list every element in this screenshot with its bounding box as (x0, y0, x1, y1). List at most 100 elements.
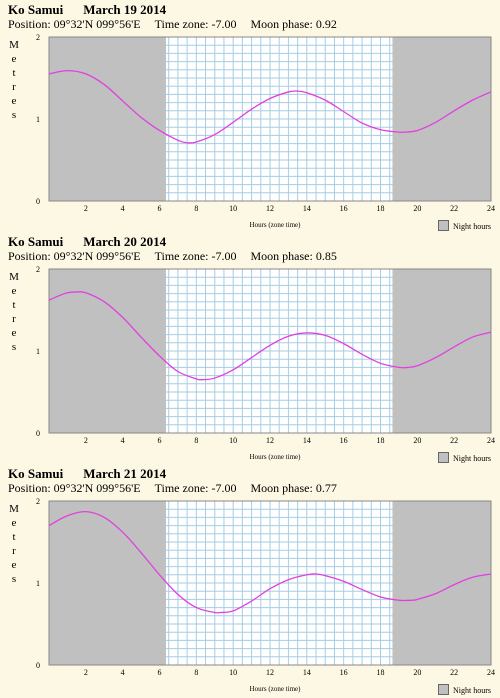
date-label: March 21 2014 (83, 466, 167, 481)
y-tick-label: 2 (36, 265, 40, 274)
x-tick-label: 10 (229, 436, 237, 445)
x-tick-label: 2 (84, 436, 88, 445)
x-tick-label: 18 (377, 436, 385, 445)
x-tick-label: 18 (377, 204, 385, 213)
legend: Night hours (438, 684, 491, 695)
x-tick-label: 12 (266, 668, 274, 677)
x-tick-label: 20 (413, 436, 421, 445)
legend-label: Night hours (453, 222, 491, 231)
x-tick-label: 18 (377, 668, 385, 677)
location-label: Ko Samui (8, 466, 64, 481)
legend: Night hours (438, 452, 491, 463)
night-hours-swatch (438, 452, 449, 463)
y-axis-label-letter: s (11, 341, 17, 353)
x-tick-label: 8 (194, 204, 198, 213)
y-tick-label: 1 (36, 115, 40, 124)
plot-border (48, 268, 492, 434)
x-tick-label: 8 (194, 668, 198, 677)
y-axis-label-letter: e (11, 327, 17, 339)
x-tick-label: 8 (194, 436, 198, 445)
moonphase-label: Moon phase: 0.92 (250, 17, 337, 31)
y-axis-label-letter: r (12, 81, 16, 93)
moonphase-label: Moon phase: 0.85 (250, 249, 337, 263)
panel-subheader: Position: 09°32'N 099°56'E Time zone: -7.… (8, 249, 337, 264)
tide-curve (48, 69, 492, 144)
y-axis-label-letter: s (11, 109, 17, 121)
panel-header: Ko Samui March 21 2014 (8, 466, 166, 482)
position-label: Position: 09°32'N 099°56'E (8, 249, 141, 263)
x-tick-label: 6 (158, 436, 162, 445)
tide-panel-2: Ko Samui March 20 2014 Position: 09°32'N … (0, 232, 500, 464)
x-axis-label: Hours (zone time) (249, 685, 301, 693)
moonphase-label: Moon phase: 0.77 (250, 481, 337, 495)
night-band (49, 37, 166, 201)
x-tick-label: 14 (303, 436, 311, 445)
x-tick-label: 24 (487, 436, 495, 445)
y-axis-label-letter: e (11, 517, 17, 529)
panel-header: Ko Samui March 20 2014 (8, 234, 166, 250)
y-axis-label-letter: r (12, 545, 16, 557)
x-tick-label: 24 (487, 668, 495, 677)
y-tick-label: 0 (36, 661, 40, 670)
x-tick-label: 16 (340, 436, 348, 445)
tide-curve (48, 511, 492, 614)
x-tick-label: 16 (340, 668, 348, 677)
timezone-label: Time zone: -7.00 (154, 481, 237, 495)
x-axis-label: Hours (zone time) (249, 221, 301, 229)
timezone-label: Time zone: -7.00 (154, 17, 237, 31)
location-label: Ko Samui (8, 2, 64, 17)
y-axis-label-letter: t (12, 299, 16, 311)
x-tick-label: 2 (84, 668, 88, 677)
y-axis-label-letter: M (9, 39, 19, 51)
y-tick-label: 0 (36, 429, 40, 438)
date-label: March 19 2014 (83, 2, 167, 17)
y-axis-label-letter: e (11, 95, 17, 107)
date-label: March 20 2014 (83, 234, 167, 249)
x-tick-label: 22 (450, 204, 458, 213)
plot-border (48, 36, 492, 202)
y-tick-label: 2 (36, 497, 40, 506)
location-label: Ko Samui (8, 234, 64, 249)
tide-panel-3: Ko Samui March 21 2014 Position: 09°32'N … (0, 464, 500, 696)
y-axis-label-letter: e (11, 285, 17, 297)
panel-subheader: Position: 09°32'N 099°56'E Time zone: -7.… (8, 481, 337, 496)
y-axis-label-letter: M (9, 271, 19, 283)
tide-panel-1: Ko Samui March 19 2014 Position: 09°32'N … (0, 0, 500, 232)
plot-border (48, 500, 492, 666)
x-tick-label: 4 (121, 668, 125, 677)
x-axis-label: Hours (zone time) (249, 453, 301, 461)
x-tick-label: 14 (303, 668, 311, 677)
x-tick-label: 16 (340, 204, 348, 213)
y-axis-label-letter: M (9, 503, 19, 515)
x-tick-label: 24 (487, 204, 495, 213)
x-tick-label: 14 (303, 204, 311, 213)
night-band (49, 501, 166, 665)
legend-label: Night hours (453, 454, 491, 463)
night-band (49, 269, 166, 433)
position-label: Position: 09°32'N 099°56'E (8, 17, 141, 31)
y-tick-label: 1 (36, 579, 40, 588)
y-axis-label-letter: e (11, 53, 17, 65)
night-band (392, 269, 491, 433)
position-label: Position: 09°32'N 099°56'E (8, 481, 141, 495)
x-tick-label: 22 (450, 668, 458, 677)
x-tick-label: 12 (266, 204, 274, 213)
timezone-label: Time zone: -7.00 (154, 249, 237, 263)
y-tick-label: 2 (36, 33, 40, 42)
x-tick-label: 4 (121, 204, 125, 213)
x-tick-label: 4 (121, 436, 125, 445)
night-hours-swatch (438, 220, 449, 231)
night-hours-swatch (438, 684, 449, 695)
x-tick-label: 12 (266, 436, 274, 445)
x-tick-label: 10 (229, 668, 237, 677)
y-axis-label-letter: r (12, 313, 16, 325)
